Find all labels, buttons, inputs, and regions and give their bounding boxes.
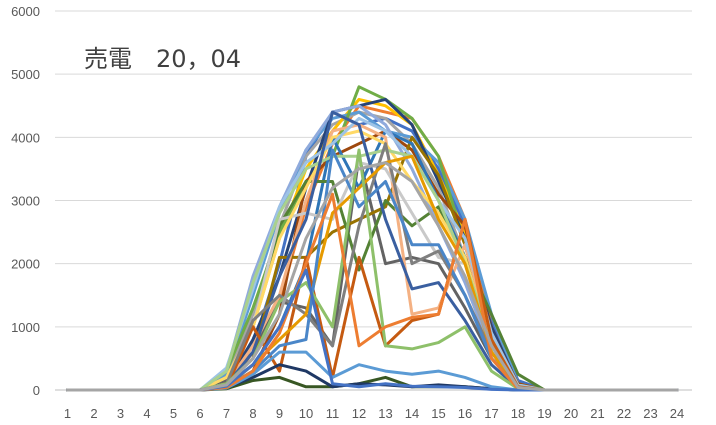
series-line-21 bbox=[66, 142, 679, 392]
x-tick-label: 8 bbox=[249, 406, 256, 421]
x-tick-label: 22 bbox=[617, 406, 631, 421]
series-line-22 bbox=[66, 154, 679, 392]
x-tick-label: 20 bbox=[564, 406, 578, 421]
chart-title: 売電 20，04 bbox=[84, 45, 241, 73]
x-tick-label: 11 bbox=[326, 406, 340, 421]
x-tick-label: 15 bbox=[431, 406, 445, 421]
series-line-28 bbox=[66, 192, 679, 392]
x-tick-label: 24 bbox=[670, 406, 684, 421]
y-tick-label: 6000 bbox=[11, 4, 40, 19]
x-tick-label: 2 bbox=[90, 406, 97, 421]
x-tick-label: 17 bbox=[484, 406, 498, 421]
x-tick-label: 19 bbox=[537, 406, 551, 421]
series-line-30 bbox=[66, 161, 679, 392]
y-tick-label: 0 bbox=[33, 383, 40, 398]
y-tick-label: 2000 bbox=[11, 257, 40, 272]
y-tick-label: 3000 bbox=[11, 194, 40, 209]
x-tick-label: 10 bbox=[299, 406, 313, 421]
series-lines bbox=[66, 85, 679, 392]
x-tick-label: 23 bbox=[643, 406, 657, 421]
x-tick-label: 4 bbox=[143, 406, 150, 421]
x-tick-label: 13 bbox=[378, 406, 392, 421]
series-line-15 bbox=[66, 161, 679, 392]
x-tick-label: 18 bbox=[511, 406, 525, 421]
x-tick-label: 14 bbox=[405, 406, 419, 421]
x-axis-ticks: 1 2 3 4 5 6 7 8 9 10 11 12 13 14 15 16 17 18 19 20 21 22 23 24 bbox=[64, 406, 684, 421]
y-tick-label: 4000 bbox=[11, 130, 40, 145]
y-axis-ticks: 0 1000 2000 3000 4000 5000 6000 bbox=[11, 4, 40, 398]
x-tick-label: 7 bbox=[223, 406, 230, 421]
x-tick-label: 12 bbox=[352, 406, 366, 421]
x-tick-label: 6 bbox=[196, 406, 203, 421]
x-tick-label: 1 bbox=[64, 406, 71, 421]
y-tick-label: 1000 bbox=[11, 320, 40, 335]
x-tick-label: 21 bbox=[590, 406, 604, 421]
y-tick-label: 5000 bbox=[11, 67, 40, 82]
series-line-29 bbox=[66, 268, 679, 392]
series-line-9 bbox=[66, 154, 679, 392]
x-tick-label: 3 bbox=[117, 406, 124, 421]
x-tick-label: 5 bbox=[170, 406, 177, 421]
x-tick-label: 9 bbox=[276, 406, 283, 421]
x-tick-label: 16 bbox=[458, 406, 472, 421]
